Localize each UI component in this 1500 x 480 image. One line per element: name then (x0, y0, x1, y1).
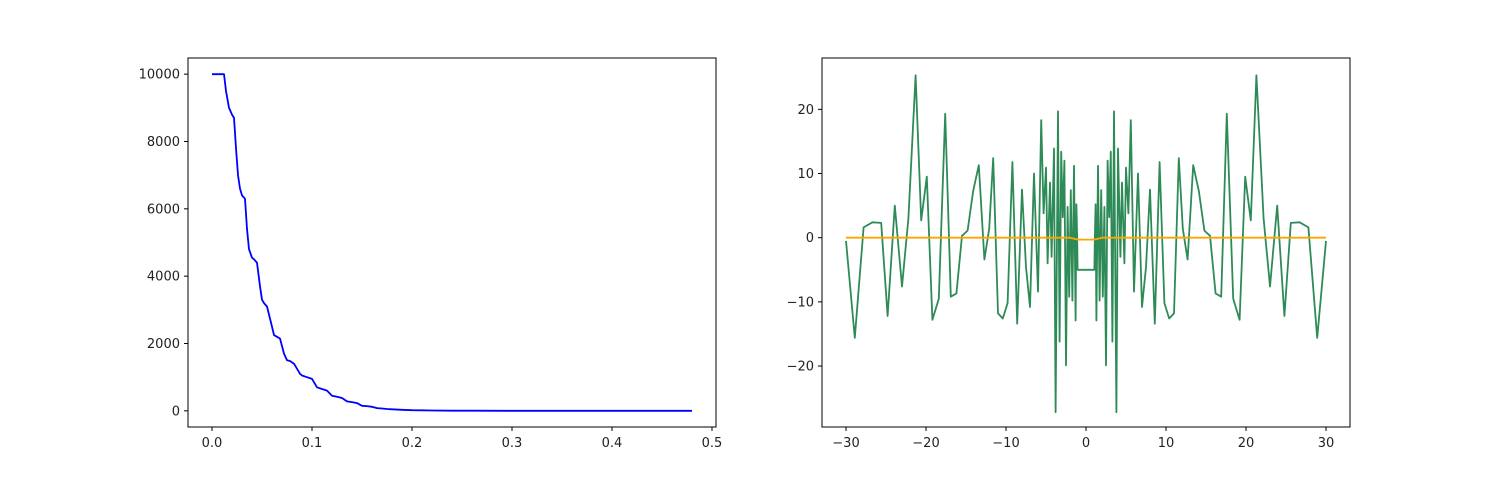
right-chart-x-tick-label: 10 (1158, 436, 1175, 451)
left-chart-x-tick-label: 0.3 (502, 436, 523, 451)
right-chart-x-tick-label: −10 (992, 436, 1019, 451)
left-chart-y-ticks: 0 2000 4000 6000 8000 10000 (139, 68, 188, 419)
left-chart-x-tick-label: 0.4 (602, 436, 623, 451)
right-chart-series-line-signal (845, 74, 1327, 414)
left-chart-y-tick-label: 0 (172, 404, 180, 419)
right-chart-x-tick-label: 0 (1082, 436, 1090, 451)
right-chart-x-tick-label: 30 (1318, 436, 1335, 451)
left-chart-series-line-decay (212, 73, 692, 412)
left-chart-x-tick-label: 0.2 (402, 436, 423, 451)
right-chart-frame (821, 57, 1351, 428)
right-chart-y-tick-label: 20 (797, 103, 814, 118)
left-chart-frame (187, 57, 717, 428)
right-chart-y-tick-label: −10 (787, 295, 814, 310)
left-chart-y-tick-label: 2000 (147, 337, 180, 352)
right-chart-y-tick-label: 10 (797, 167, 814, 182)
left-chart-y-tick-label: 6000 (147, 202, 180, 217)
right-chart-y-tick-label: −20 (787, 360, 814, 375)
left-chart-y-tick-label: 10000 (139, 68, 180, 83)
left-chart-y-tick-label: 4000 (147, 270, 180, 285)
left-chart-x-ticks: 0.0 0.1 0.2 0.3 0.4 0.5 (202, 427, 723, 451)
right-chart-x-tick-label: −20 (912, 436, 939, 451)
left-chart-y-tick-label: 8000 (147, 135, 180, 150)
right-chart-x-tick-label: 20 (1238, 436, 1255, 451)
left-chart-plot-area (188, 58, 716, 427)
left-chart-series (212, 73, 692, 412)
left-chart: 0.0 0.1 0.2 0.3 0.4 0.5 0 2000 4000 6000 8000 1000… (139, 57, 723, 451)
right-chart-series-line-baseline (846, 236, 1326, 241)
left-chart-x-tick-label: 0.1 (302, 436, 323, 451)
right-chart: −30 −20 −10 0 10 20 30 −20 −10 0 10 20 (787, 57, 1351, 451)
left-chart-x-tick-label: 0.5 (702, 436, 723, 451)
right-chart-x-tick-label: −30 (832, 436, 859, 451)
right-chart-y-tick-label: 0 (806, 231, 814, 246)
right-chart-x-ticks: −30 −20 −10 0 10 20 30 (832, 427, 1334, 451)
right-chart-plot-area (822, 58, 1350, 427)
right-chart-y-ticks: −20 −10 0 10 20 (787, 103, 822, 375)
right-chart-series (845, 74, 1327, 414)
left-chart-x-tick-label: 0.0 (202, 436, 223, 451)
